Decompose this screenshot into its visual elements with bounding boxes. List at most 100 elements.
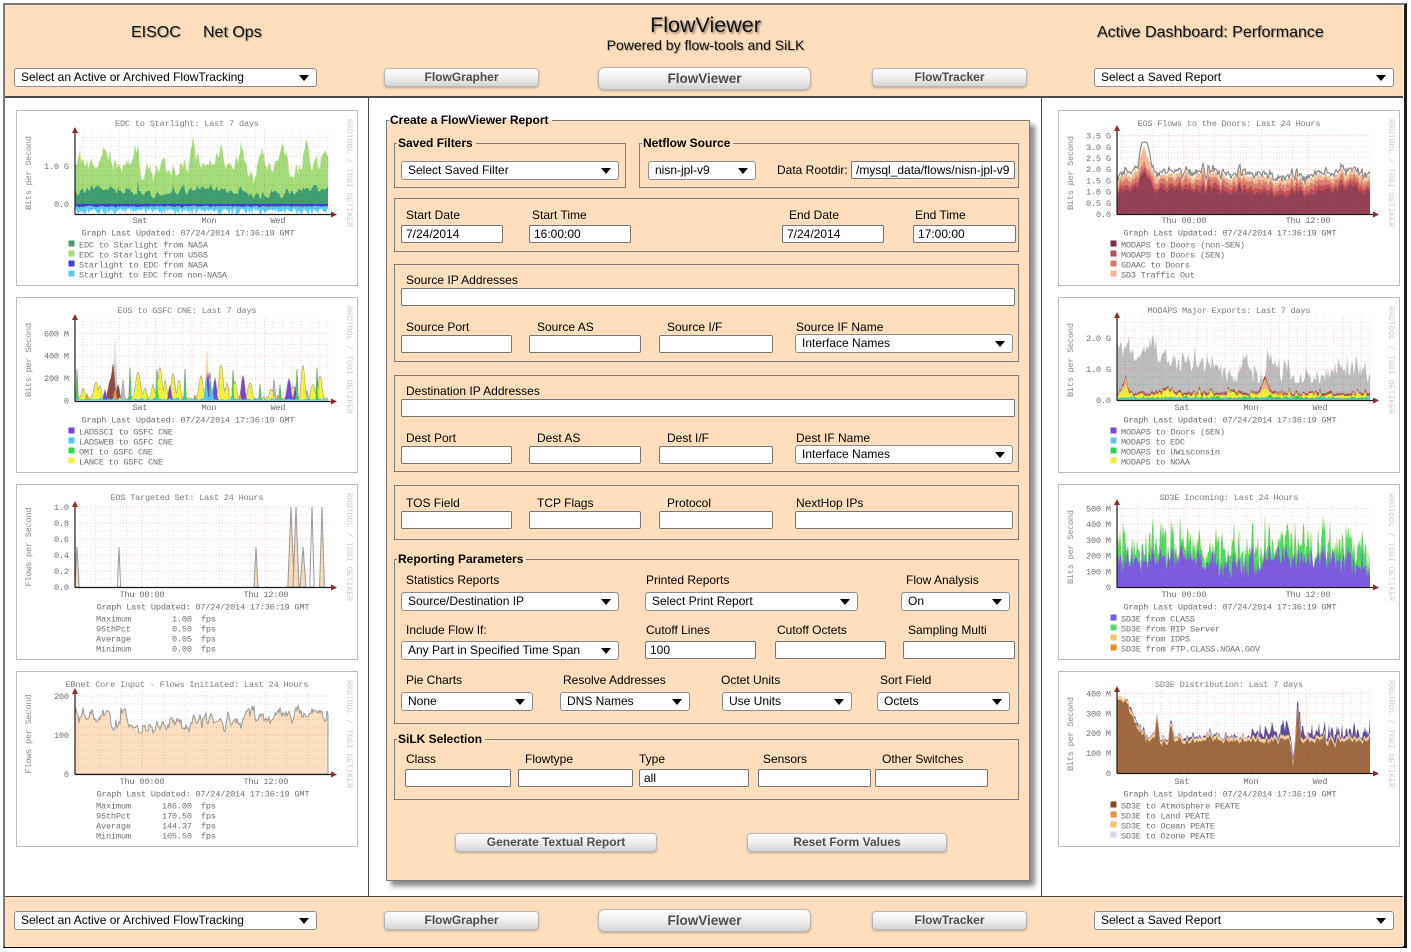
svg-text:Graph Last Updated: 07/24/2014: Graph Last Updated: 07/24/2014 17:36:19 … [97,603,310,613]
svg-text:Graph Last Updated: 07/24/2014: Graph Last Updated: 07/24/2014 17:36:19 … [1124,603,1337,613]
svg-text:SD3 Traffic Out: SD3 Traffic Out [1121,271,1195,281]
svg-text:Thu 00:00: Thu 00:00 [1162,590,1207,600]
svg-text:fps: fps [201,832,216,842]
svg-text:Sat: Sat [133,216,148,226]
svg-text:Thu 12:00: Thu 12:00 [1286,590,1331,600]
svg-text:0.0: 0.0 [54,200,69,210]
svg-text:95thPct: 95thPct [96,625,131,635]
svg-text:Wed: Wed [271,216,286,226]
svg-text:0.2: 0.2 [54,567,69,577]
svg-text:0.0: 0.0 [1096,396,1111,406]
svg-text:EOS Flows to the Doors: Last 2: EOS Flows to the Doors: Last 24 Hours [1138,119,1321,129]
svg-text:Maximum: Maximum [96,615,131,625]
svg-text:Sat: Sat [1175,403,1190,413]
svg-text:0.0: 0.0 [54,583,69,593]
svg-text:Thu 00:00: Thu 00:00 [120,590,165,600]
svg-text:LADSWEB to GSFC CNE: LADSWEB to GSFC CNE [79,438,173,448]
svg-text:Average: Average [96,822,131,832]
svg-text:600 M: 600 M [44,329,69,339]
svg-text:95thPct: 95thPct [96,812,131,822]
svg-text:Wed: Wed [271,403,286,413]
svg-text:SD3E to Land PEATE: SD3E to Land PEATE [1121,812,1210,822]
svg-text:Wed: Wed [1313,777,1328,787]
svg-text:Bits per Second: Bits per Second [1066,136,1076,210]
svg-text:100 M: 100 M [1086,749,1111,759]
svg-text:Average: Average [96,635,131,645]
svg-text:400 M: 400 M [44,352,69,362]
svg-text:Graph Last Updated: 07/24/2014: Graph Last Updated: 07/24/2014 17:36:19 … [82,416,295,426]
svg-text:MODAPS to NOAA: MODAPS to NOAA [1121,458,1191,468]
svg-text:RRDTOOL / TOBI OETIKER: RRDTOOL / TOBI OETIKER [1386,306,1396,414]
svg-text:100: 100 [54,731,69,741]
svg-text:200: 200 [54,692,69,702]
svg-text:Thu 00:00: Thu 00:00 [1162,216,1207,226]
svg-text:1.00: 1.00 [172,615,192,625]
svg-text:Maximum: Maximum [96,802,131,812]
svg-text:Graph Last Updated: 07/24/2014: Graph Last Updated: 07/24/2014 17:36:19 … [1124,416,1337,426]
svg-text:Bits per Second: Bits per Second [1066,697,1076,771]
svg-text:0: 0 [1106,583,1111,593]
svg-text:0.6: 0.6 [54,535,69,545]
svg-text:SD3E to Atmosphere PEATE: SD3E to Atmosphere PEATE [1121,802,1240,812]
svg-text:Mon: Mon [202,403,217,413]
svg-text:Starlight to EDC from NASA: Starlight to EDC from NASA [79,261,209,271]
svg-text:400 M: 400 M [1086,689,1111,699]
svg-text:0.00: 0.00 [172,645,192,655]
svg-text:0: 0 [64,770,69,780]
svg-text:RRDTOOL / TOBI OETIKER: RRDTOOL / TOBI OETIKER [344,680,354,788]
svg-text:2.0 G: 2.0 G [1086,165,1111,175]
svg-text:Flows per Second: Flows per Second [24,695,34,774]
svg-text:EDC to Starlight from USGS: EDC to Starlight from USGS [79,251,208,261]
svg-text:1.0 G: 1.0 G [1086,188,1111,198]
svg-text:0.8: 0.8 [54,519,69,529]
svg-text:SD3E from FTP.CLASS.NOAA.GOV: SD3E from FTP.CLASS.NOAA.GOV [1121,645,1261,655]
svg-text:Bits per Second: Bits per Second [1066,323,1076,397]
svg-text:3.0 G: 3.0 G [1086,143,1111,153]
svg-text:fps: fps [201,802,216,812]
svg-text:0.05: 0.05 [172,635,192,645]
svg-text:Thu 00:00: Thu 00:00 [120,777,165,787]
svg-text:0.50: 0.50 [172,625,192,635]
svg-text:Graph Last Updated: 07/24/2014: Graph Last Updated: 07/24/2014 17:36:19 … [1124,790,1337,800]
svg-text:144.37: 144.37 [162,822,192,832]
svg-text:Mon: Mon [1244,777,1259,787]
svg-text:1.0 G: 1.0 G [1086,365,1111,375]
svg-text:fps: fps [201,635,216,645]
svg-text:RRDTOOL / TOBI OETIKER: RRDTOOL / TOBI OETIKER [344,306,354,414]
svg-text:Flows per Second: Flows per Second [24,508,34,587]
svg-text:fps: fps [201,625,216,635]
svg-text:fps: fps [201,615,216,625]
svg-text:Thu 12:00: Thu 12:00 [244,777,289,787]
svg-text:LADSSCI to GSFC CNE: LADSSCI to GSFC CNE [79,428,173,438]
svg-text:SD3E from IDPS: SD3E from IDPS [1121,635,1190,645]
svg-text:Thu 12:00: Thu 12:00 [1286,216,1331,226]
svg-text:GDAAC to Doors: GDAAC to Doors [1121,261,1190,271]
svg-text:Bits per Second: Bits per Second [24,136,34,210]
svg-text:1.5 G: 1.5 G [1086,176,1111,186]
svg-text:Bits per Second: Bits per Second [24,323,34,397]
svg-text:EDC to Starlight: Last 7 days: EDC to Starlight: Last 7 days [115,119,259,129]
svg-text:RRDTOOL / TOBI OETIKER: RRDTOOL / TOBI OETIKER [1386,119,1396,227]
svg-text:MODAPS to Doors (SEN): MODAPS to Doors (SEN) [1121,251,1225,261]
svg-text:RRDTOOL / TOBI OETIKER: RRDTOOL / TOBI OETIKER [344,493,354,601]
svg-text:1.0: 1.0 [54,503,69,513]
svg-text:Graph Last Updated: 07/24/2014: Graph Last Updated: 07/24/2014 17:36:19 … [1124,229,1337,239]
svg-text:fps: fps [201,812,216,822]
svg-text:0: 0 [64,397,69,407]
svg-text:2.5 G: 2.5 G [1086,154,1111,164]
svg-text:SD3E to Ocean PEATE: SD3E to Ocean PEATE [1121,822,1215,832]
svg-text:0.0: 0.0 [1096,210,1111,220]
svg-text:186.00: 186.00 [162,802,192,812]
svg-text:EOS to GSFC CNE: Last 7 days: EOS to GSFC CNE: Last 7 days [118,306,257,316]
svg-text:Wed: Wed [1313,403,1328,413]
svg-text:MODAPS to UWisconsin: MODAPS to UWisconsin [1121,448,1220,458]
svg-text:170.50: 170.50 [162,812,192,822]
svg-text:RRDTOOL / TOBI OETIKER: RRDTOOL / TOBI OETIKER [1386,680,1396,788]
svg-text:MODAPS to EDC: MODAPS to EDC [1121,438,1185,448]
svg-text:MODAPS Major Exports: Last 7 d: MODAPS Major Exports: Last 7 days [1148,306,1311,316]
svg-text:Mon: Mon [1244,403,1259,413]
svg-text:SD3E Distribution: Last 7 days: SD3E Distribution: Last 7 days [1155,680,1303,690]
svg-text:Minimum: Minimum [96,645,131,655]
svg-text:0.5 G: 0.5 G [1086,199,1111,209]
svg-text:0.4: 0.4 [54,551,69,561]
